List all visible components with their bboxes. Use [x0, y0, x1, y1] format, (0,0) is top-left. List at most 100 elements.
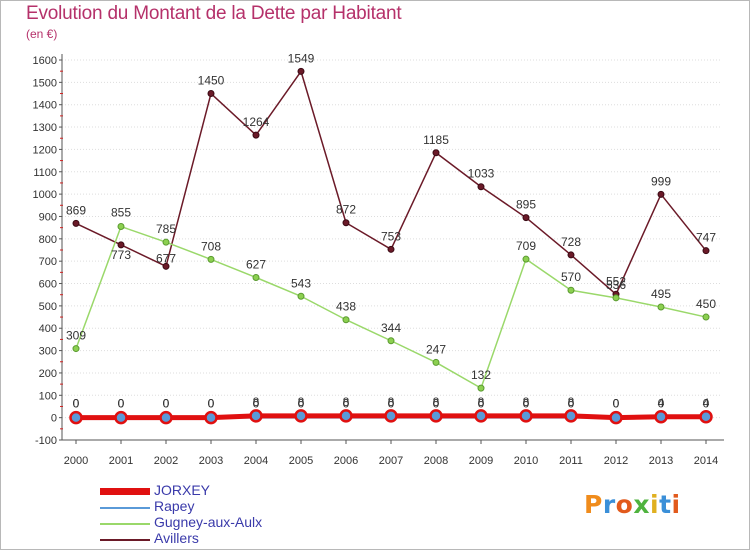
- data-point: [207, 90, 215, 98]
- data-label: 709: [516, 239, 536, 253]
- data-label: 0: [73, 397, 80, 411]
- data-label: 0: [568, 397, 575, 411]
- data-point: [477, 183, 485, 191]
- data-label: 1185: [423, 133, 449, 147]
- logo-letter: r: [602, 490, 616, 519]
- data-point: [342, 219, 350, 227]
- y-tick-label: 1300: [33, 122, 57, 134]
- legend-swatch: [100, 523, 150, 525]
- data-label: 677: [156, 251, 176, 265]
- y-tick-label: 1000: [33, 189, 57, 201]
- data-point: [432, 149, 440, 157]
- data-label: 495: [651, 287, 671, 301]
- data-label: 855: [111, 206, 131, 220]
- data-point: [564, 409, 578, 423]
- data-label: 8: [298, 395, 305, 409]
- data-point: [702, 313, 710, 321]
- data-point: [72, 219, 80, 227]
- y-tick-label: 900: [39, 211, 57, 223]
- data-point: [522, 214, 530, 222]
- x-tick-label: 2000: [64, 455, 88, 467]
- x-tick-label: 2009: [469, 455, 493, 467]
- data-point: [519, 409, 533, 423]
- data-label: 0: [253, 397, 260, 411]
- data-point: [297, 292, 305, 300]
- line-chart: -100010020030040050060070080090010001100…: [33, 51, 724, 467]
- logo-letter: P: [584, 490, 603, 519]
- data-label: 8: [343, 395, 350, 409]
- data-label: 552: [606, 274, 626, 288]
- data-point: [72, 345, 80, 353]
- logo-letter: x: [633, 490, 650, 519]
- data-label: 0: [613, 397, 620, 411]
- y-tick-label: 300: [39, 346, 57, 358]
- data-label: 0: [73, 397, 80, 411]
- data-label: 8: [433, 395, 440, 409]
- x-tick-label: 2010: [514, 455, 538, 467]
- data-label: 132: [471, 368, 491, 382]
- chart-legend: JORXEY Rapey Gugney-aux-Aulx Avillers: [100, 482, 400, 548]
- x-tick-label: 2012: [604, 455, 628, 467]
- data-label: 450: [696, 297, 716, 311]
- data-label: 753: [381, 229, 401, 243]
- x-tick-label: 2005: [289, 455, 313, 467]
- data-label: 0: [703, 397, 710, 411]
- data-point: [159, 410, 173, 425]
- data-label: 0: [118, 397, 125, 411]
- data-point: [387, 337, 395, 345]
- logo-letter: o: [615, 490, 634, 519]
- y-tick-label: -100: [35, 435, 57, 447]
- data-label: 627: [246, 257, 266, 271]
- data-label: 999: [651, 174, 671, 188]
- data-point: [69, 410, 83, 425]
- data-label: 570: [561, 270, 581, 284]
- x-tick-label: 2003: [199, 455, 223, 467]
- data-label: 1450: [198, 74, 225, 88]
- data-point: [249, 409, 263, 423]
- data-point: [252, 273, 260, 281]
- x-tick-label: 2002: [154, 455, 178, 467]
- data-label: 728: [561, 235, 581, 249]
- data-label: 1549: [288, 51, 315, 65]
- y-tick-label: 800: [39, 234, 57, 246]
- data-point: [162, 238, 170, 246]
- x-tick-label: 2007: [379, 455, 403, 467]
- y-tick-label: 400: [39, 323, 57, 335]
- y-tick-label: 1100: [33, 167, 57, 179]
- data-label: 0: [298, 397, 305, 411]
- data-label: 0: [388, 397, 395, 411]
- data-label: 8: [568, 395, 575, 409]
- x-tick-label: 2008: [424, 455, 448, 467]
- proxiti-logo: Proxiti: [584, 490, 681, 519]
- data-label: 785: [156, 222, 176, 236]
- legend-label: Gugney-aux-Aulx: [154, 514, 263, 530]
- data-point: [204, 410, 218, 425]
- y-tick-label: 500: [39, 301, 57, 313]
- data-label: 247: [426, 342, 446, 356]
- data-point: [612, 294, 620, 302]
- data-label: 309: [66, 329, 86, 343]
- data-label: 0: [163, 397, 170, 411]
- data-label: 4: [658, 396, 665, 410]
- y-tick-label: 1400: [33, 100, 57, 112]
- data-point: [654, 410, 668, 424]
- data-point: [657, 303, 665, 311]
- data-label: 438: [336, 300, 356, 314]
- data-label: 0: [523, 397, 530, 411]
- logo-letter: t: [659, 490, 672, 519]
- data-label: 0: [613, 397, 620, 411]
- data-point: [114, 410, 128, 425]
- legend-item: Gugney-aux-Aulx: [100, 514, 400, 532]
- data-point: [522, 255, 530, 263]
- x-tick-label: 2014: [694, 455, 718, 467]
- legend-item: Rapey: [100, 498, 400, 516]
- x-tick-label: 2004: [244, 455, 268, 467]
- data-point: [699, 410, 713, 424]
- data-label: 0: [343, 397, 350, 411]
- data-point: [342, 316, 350, 324]
- data-label: 895: [516, 198, 536, 212]
- data-label: 8: [523, 395, 530, 409]
- data-label: 747: [696, 231, 716, 245]
- data-point: [474, 409, 488, 423]
- data-point: [297, 67, 305, 75]
